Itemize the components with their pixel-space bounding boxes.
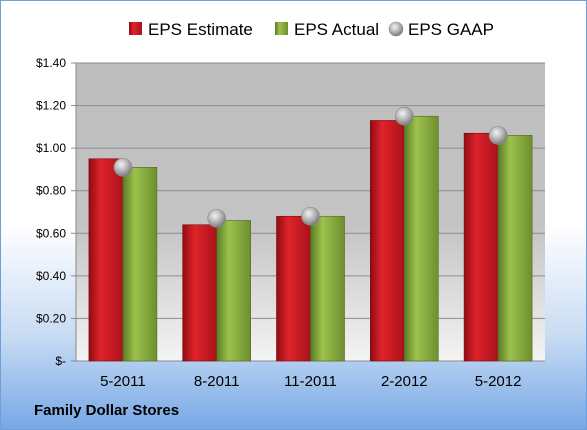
- x-category-label: 11-2011: [284, 373, 337, 390]
- eps-gaap-marker: [301, 206, 320, 226]
- eps-actual-bar: [403, 115, 439, 362]
- eps-gaap-marker: [488, 126, 508, 145]
- eps-estimate-bar: [369, 120, 405, 362]
- y-tick-label: $-: [55, 354, 66, 368]
- eps-actual-bar: [497, 135, 533, 362]
- x-axis: 5-2011 8-2011 11-2011 2-2012 5-2012: [100, 373, 521, 390]
- legend-actual-swatch: [275, 22, 288, 35]
- y-tick-label: $0.60: [36, 226, 66, 240]
- x-category-label: 5-2012: [475, 373, 522, 390]
- gaap-markers: [113, 106, 508, 228]
- footer-title: Family Dollar Stores: [34, 402, 180, 419]
- eps-actual-bar: [310, 215, 345, 362]
- x-category-label: 8-2011: [194, 373, 240, 390]
- eps-gaap-marker: [207, 209, 226, 228]
- eps-estimate-bar: [88, 158, 124, 362]
- legend-label: EPS Actual: [294, 20, 379, 39]
- x-category-label: 2-2012: [381, 373, 428, 390]
- legend-gaap-swatch: [388, 21, 404, 37]
- y-tick-label: $1.40: [36, 56, 66, 70]
- y-tick-label: $1.20: [36, 99, 66, 113]
- eps-estimate-bar: [276, 215, 311, 362]
- eps-actual-bar: [216, 220, 251, 362]
- legend-label: EPS Estimate: [148, 20, 253, 39]
- x-category-label: 5-2011: [100, 373, 146, 390]
- bars: [88, 115, 533, 362]
- eps-gaap-marker: [394, 106, 414, 126]
- y-axis: $- $0.20 $0.40 $0.60 $0.80 $1.00 $1.20 $1.40: [36, 56, 77, 368]
- eps-actual-bar: [122, 167, 158, 362]
- eps-estimate-bar: [182, 224, 217, 362]
- eps-estimate-bar: [463, 132, 499, 362]
- y-tick-label: $0.40: [36, 269, 66, 283]
- legend-label: EPS GAAP: [408, 20, 494, 39]
- y-tick-label: $0.80: [36, 184, 66, 198]
- legend: EPS Estimate EPS Actual EPS GAAP: [129, 20, 494, 39]
- y-tick-label: $0.20: [36, 311, 66, 325]
- eps-gaap-marker: [113, 158, 133, 177]
- y-tick-label: $1.00: [36, 141, 66, 155]
- legend-estimate-swatch: [129, 22, 142, 35]
